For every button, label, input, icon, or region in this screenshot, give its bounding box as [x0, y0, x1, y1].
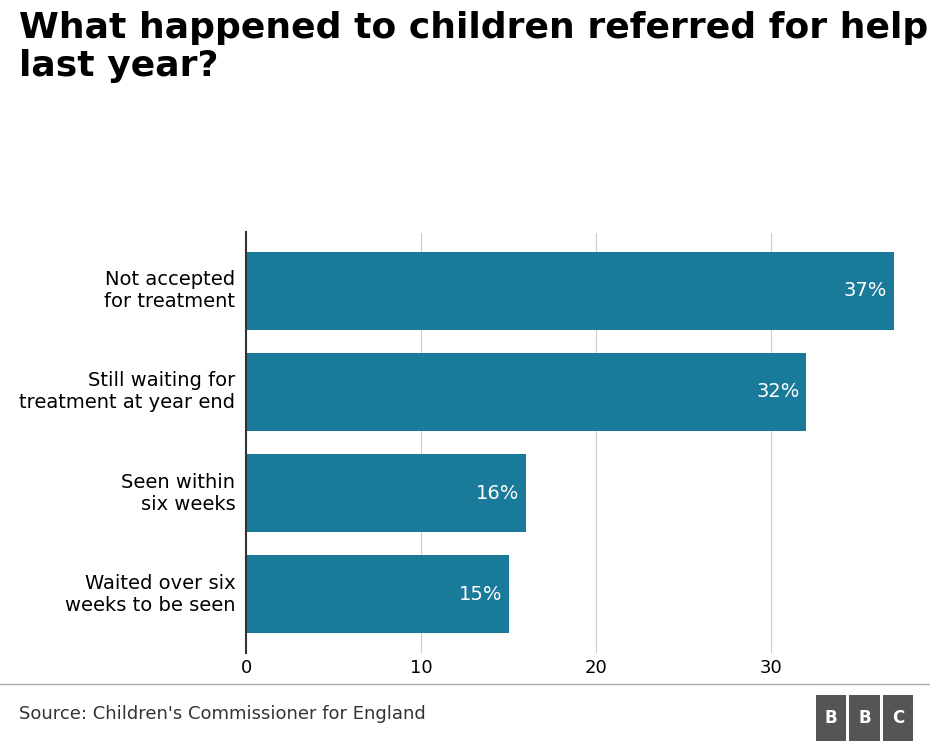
Bar [246, 251, 894, 331]
Text: 15%: 15% [458, 584, 502, 604]
Text: 37%: 37% [844, 281, 887, 301]
Bar [246, 454, 526, 532]
Text: 32%: 32% [756, 382, 800, 401]
Text: 16%: 16% [476, 484, 520, 502]
Text: B: B [825, 709, 837, 727]
Text: Source: Children's Commissioner for England: Source: Children's Commissioner for Engl… [19, 705, 425, 723]
Bar [246, 352, 806, 431]
Bar [246, 554, 509, 634]
Text: C: C [892, 709, 904, 727]
Text: What happened to children referred for help
last year?: What happened to children referred for h… [19, 11, 928, 83]
Text: B: B [858, 709, 870, 727]
